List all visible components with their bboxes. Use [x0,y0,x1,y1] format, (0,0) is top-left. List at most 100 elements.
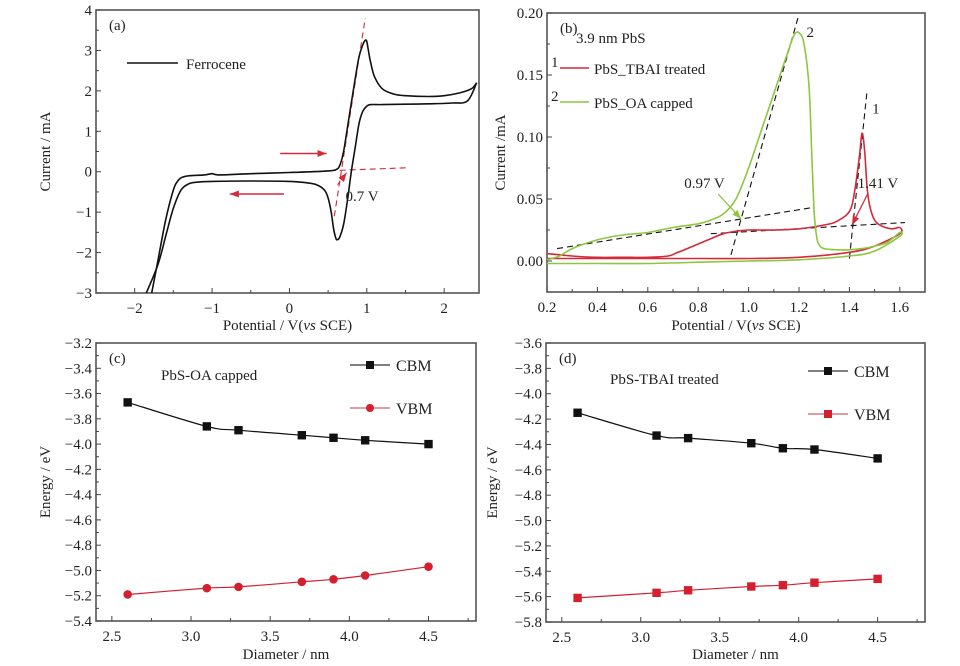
data-point-marker [424,562,433,571]
legend-index: 1 [551,55,559,71]
y-tick-label: 4 [85,3,93,19]
y-tick-label: −4.6 [515,463,543,479]
data-point-marker [329,575,338,584]
data-point-marker [573,408,582,417]
annotation-arrow-head [732,209,742,219]
legend-marker [366,404,374,412]
data-point-marker [873,454,882,463]
chart-panel-b: 0.2 0.4 0.6 0.8 1.0 1.2 1.4 1.6 0.00 0.05 0.10 0.15… [493,6,926,334]
y-tick-label: −4.4 [515,437,543,453]
data-point-marker [123,398,132,407]
x-tick-label: 1.2 [790,300,809,316]
x-tick-label: 3.5 [261,629,280,645]
y-tick-label: −4.0 [65,437,92,453]
y-axis-label: Energy / eV [38,446,54,518]
tangent-line [556,207,812,250]
curve-index-label: 2 [807,25,815,41]
y-tick-label: −4.8 [65,538,92,554]
data-point-marker [810,578,819,587]
y-tick-label: −4.2 [515,412,542,428]
data-point-marker [234,425,243,435]
y-tick-label: −5.2 [515,539,542,555]
series-line [150,39,478,293]
annotation-arrow-head [851,215,860,226]
y-tick-label: 0.10 [517,130,543,146]
x-tick-label: 4.0 [340,629,359,645]
data-point-marker [652,588,661,598]
x-tick-label: 2 [440,301,448,317]
legend-label: CBM [854,364,890,381]
legend-index: 2 [551,89,559,105]
legend-marker [824,367,832,375]
data-point-marker [683,586,693,595]
x-tick-label: 3.5 [710,630,729,646]
plot-frame [546,12,926,293]
x-tick-label: 2.5 [102,629,121,645]
x-tick-label: 0.8 [689,300,708,316]
x-axis-label: Potential / V(vs SCE) [223,318,352,334]
legend-label: PbS_TBAI treated [594,62,706,78]
y-tick-label: −3.2 [65,336,92,352]
x-axis-label-part: Potential / V( [671,318,752,334]
data-point-marker [360,436,370,445]
y-axis-label: Energy / eV [485,446,501,518]
series-line [547,31,903,265]
x-axis-label: Diameter / nm [243,647,330,663]
y-tick-label: −5.6 [515,590,543,606]
data-point-marker [297,431,307,440]
panel-label: (b) [560,21,578,37]
data-point-marker [652,431,661,440]
y-tick-label: −3.8 [515,361,542,377]
data-point-marker [234,582,243,592]
x-axis-label-part: Potential / V( [223,318,304,334]
series-line [577,578,878,599]
x-axis-label-part: SCE) [764,318,800,334]
y-tick-label: −3.6 [65,387,93,403]
panel-label: (c) [109,351,126,367]
chart-subtitle: PbS-TBAI treated [610,372,719,388]
x-tick-label: 0.2 [538,300,557,316]
x-tick-label: 1.4 [840,300,859,316]
x-axis-label: Potential / V(vs SCE) [671,318,800,334]
y-tick-label: −2 [76,246,92,262]
y-tick-label: −1 [76,205,92,221]
data-point-marker [329,433,338,442]
series-line [127,401,429,445]
y-tick-label: 1 [85,124,93,140]
annotation-text: 0.7 V [346,189,379,205]
data-point-marker [360,571,370,580]
plot-area [577,412,878,599]
tangent-line [848,91,868,259]
y-axis-label: Current /mA [493,114,509,190]
legend-label: CBM [396,358,432,375]
chart-subtitle: 3.9 nm PbS [576,31,646,47]
data-point-marker [778,581,788,590]
y-tick-label: −4.6 [65,513,93,529]
legend-marker [366,361,374,369]
chart-subtitle: PbS-OA capped [161,368,258,384]
y-tick-label: −5.4 [65,614,93,630]
x-axis-label-part: vs [303,318,316,334]
series-line [547,132,903,260]
data-point-marker [573,593,582,603]
plot-frame [95,9,480,294]
plot-frame [95,342,477,622]
x-axis-label: Diameter / nm [692,647,779,663]
x-tick-label: −2 [127,301,143,317]
annotation-text: 1.41 V [858,176,899,192]
chart-panel-c: 2.5 3.0 3.5 4.0 4.5 −5.4 −5.2 −5.0 −4.8 −4.6 −4.4 −… [38,336,477,663]
data-point-marker [297,577,307,587]
y-tick-label: −3.6 [515,336,543,352]
y-tick-label: −3 [76,286,92,302]
x-tick-label: 1.6 [890,300,909,316]
y-tick-label: 2 [85,84,93,100]
data-point-marker [747,582,756,591]
x-tick-label: 0.4 [588,300,607,316]
data-point-marker [778,444,788,453]
plot-area [547,14,905,265]
chart-panel-a: −2 −1 0 1 2 −3 −2 −1 0 1 2 3 4 Potential / V(vs SCE) C… [38,3,480,334]
y-tick-label: 0 [85,165,93,181]
data-point-marker [810,445,819,454]
y-tick-label: −5.0 [515,514,542,530]
x-tick-label: 4.5 [419,629,438,645]
